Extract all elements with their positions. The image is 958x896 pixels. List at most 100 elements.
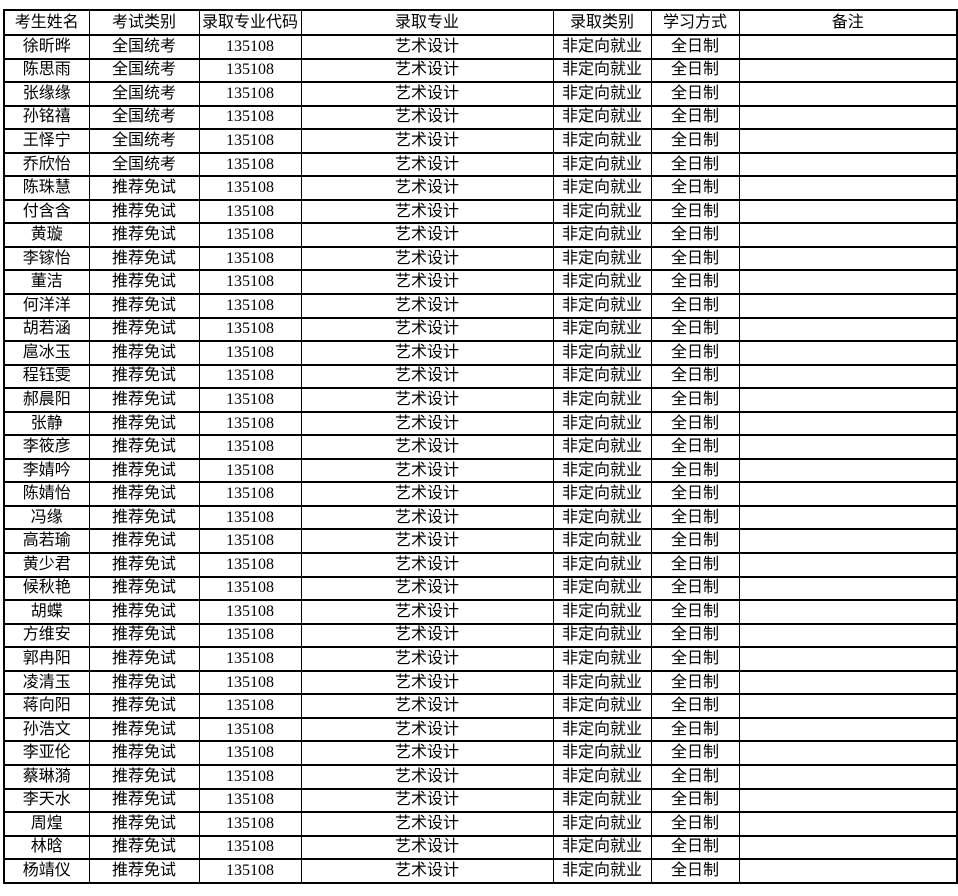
cell-remarks [738, 363, 958, 390]
cell-candidate-name: 候秋艳 [3, 575, 90, 602]
cell-exam-type: 推荐免试 [88, 646, 200, 672]
cell-candidate-name: 凌清玉 [3, 669, 90, 696]
cell-exam-type: 推荐免试 [88, 340, 200, 366]
table-row: 李亚伦 推荐免试 135108 艺术设计 非定向就业 全日制 [3, 740, 958, 766]
cell-study-mode: 全日制 [650, 363, 740, 390]
cell-remarks [738, 434, 958, 460]
cell-major-code: 135108 [198, 198, 302, 225]
cell-remarks [738, 151, 958, 178]
table-row: 林晗 推荐免试 135108 艺术设计 非定向就业 全日制 [3, 834, 958, 861]
cell-candidate-name: 李亚伦 [3, 740, 90, 766]
cell-admission-category: 非定向就业 [552, 528, 652, 555]
cell-major-name: 艺术设计 [300, 622, 554, 649]
table-row: 何洋洋 推荐免试 135108 艺术设计 非定向就业 全日制 [3, 293, 958, 319]
cell-exam-type: 推荐免试 [88, 622, 200, 649]
cell-admission-category: 非定向就业 [552, 410, 652, 437]
table-row: 蒋向阳 推荐免试 135108 艺术设计 非定向就业 全日制 [3, 693, 958, 719]
cell-candidate-name: 胡蝶 [3, 599, 90, 625]
cell-study-mode: 全日制 [650, 504, 740, 531]
cell-major-code: 135108 [198, 763, 302, 790]
table-row: 凌清玉 推荐免试 135108 艺术设计 非定向就业 全日制 [3, 669, 958, 696]
cell-candidate-name: 高若瑜 [3, 528, 90, 555]
table-row: 蔡琳漪 推荐免试 135108 艺术设计 非定向就业 全日制 [3, 763, 958, 790]
cell-major-name: 艺术设计 [300, 599, 554, 625]
cell-exam-type: 推荐免试 [88, 858, 200, 884]
cell-study-mode: 全日制 [650, 811, 740, 837]
cell-admission-category: 非定向就业 [552, 716, 652, 743]
cell-major-code: 135108 [198, 104, 302, 131]
cell-admission-category: 非定向就业 [552, 269, 652, 295]
table-row: 候秋艳 推荐免试 135108 艺术设计 非定向就业 全日制 [3, 575, 958, 602]
cell-exam-type: 推荐免试 [88, 528, 200, 555]
cell-major-code: 135108 [198, 434, 302, 460]
cell-study-mode: 全日制 [650, 763, 740, 790]
cell-major-name: 艺术设计 [300, 57, 554, 84]
cell-candidate-name: 张静 [3, 410, 90, 437]
cell-major-code: 135108 [198, 316, 302, 343]
cell-remarks [738, 528, 958, 555]
cell-major-code: 135108 [198, 457, 302, 484]
cell-major-code: 135108 [198, 504, 302, 531]
table-row: 陈婧怡 推荐免试 135108 艺术设计 非定向就业 全日制 [3, 481, 958, 507]
cell-major-code: 135108 [198, 716, 302, 743]
cell-major-code: 135108 [198, 834, 302, 861]
cell-exam-type: 推荐免试 [88, 552, 200, 578]
cell-candidate-name: 李镓怡 [3, 245, 90, 272]
cell-major-code: 135108 [198, 646, 302, 672]
cell-candidate-name: 杨靖仪 [3, 858, 90, 884]
cell-remarks [738, 128, 958, 154]
cell-major-code: 135108 [198, 81, 302, 107]
cell-study-mode: 全日制 [650, 34, 740, 60]
cell-remarks [738, 269, 958, 295]
cell-major-code: 135108 [198, 245, 302, 272]
table-row: 郭冉阳 推荐免试 135108 艺术设计 非定向就业 全日制 [3, 646, 958, 672]
cell-major-code: 135108 [198, 787, 302, 814]
cell-remarks [738, 410, 958, 437]
cell-exam-type: 推荐免试 [88, 693, 200, 719]
cell-major-code: 135108 [198, 811, 302, 837]
cell-admission-category: 非定向就业 [552, 622, 652, 649]
cell-major-name: 艺术设计 [300, 763, 554, 790]
cell-major-name: 艺术设计 [300, 481, 554, 507]
cell-major-code: 135108 [198, 151, 302, 178]
cell-exam-type: 推荐免试 [88, 740, 200, 766]
cell-remarks [738, 481, 958, 507]
cell-major-name: 艺术设计 [300, 151, 554, 178]
cell-remarks [738, 646, 958, 672]
cell-major-name: 艺术设计 [300, 434, 554, 460]
cell-candidate-name: 陈思雨 [3, 57, 90, 84]
cell-study-mode: 全日制 [650, 151, 740, 178]
cell-major-code: 135108 [198, 34, 302, 60]
cell-admission-category: 非定向就业 [552, 175, 652, 201]
cell-admission-category: 非定向就业 [552, 834, 652, 861]
cell-candidate-name: 李天水 [3, 787, 90, 814]
cell-major-name: 艺术设计 [300, 363, 554, 390]
cell-major-name: 艺术设计 [300, 646, 554, 672]
cell-major-name: 艺术设计 [300, 410, 554, 437]
cell-study-mode: 全日制 [650, 716, 740, 743]
cell-study-mode: 全日制 [650, 293, 740, 319]
cell-admission-category: 非定向就业 [552, 575, 652, 602]
cell-admission-category: 非定向就业 [552, 57, 652, 84]
cell-major-name: 艺术设计 [300, 858, 554, 884]
cell-admission-category: 非定向就业 [552, 740, 652, 766]
column-header-study-mode: 学习方式 [650, 9, 740, 36]
admission-results-table: 考生姓名 考试类别 录取专业代码 录取专业 录取类别 学习方式 备注 徐昕晔 全国… [3, 9, 958, 884]
cell-study-mode: 全日制 [650, 669, 740, 696]
cell-major-name: 艺术设计 [300, 34, 554, 60]
cell-major-name: 艺术设计 [300, 693, 554, 719]
cell-exam-type: 全国统考 [88, 81, 200, 107]
cell-exam-type: 推荐免试 [88, 269, 200, 295]
cell-major-name: 艺术设计 [300, 198, 554, 225]
cell-exam-type: 推荐免试 [88, 787, 200, 814]
table-row: 高若瑜 推荐免试 135108 艺术设计 非定向就业 全日制 [3, 528, 958, 555]
cell-study-mode: 全日制 [650, 175, 740, 201]
table-row: 李镓怡 推荐免试 135108 艺术设计 非定向就业 全日制 [3, 245, 958, 272]
cell-exam-type: 推荐免试 [88, 222, 200, 248]
cell-candidate-name: 蒋向阳 [3, 693, 90, 719]
cell-remarks [738, 245, 958, 272]
cell-candidate-name: 董洁 [3, 269, 90, 295]
table-row: 胡若涵 推荐免试 135108 艺术设计 非定向就业 全日制 [3, 316, 958, 343]
table-row: 张缘缘 全国统考 135108 艺术设计 非定向就业 全日制 [3, 81, 958, 107]
cell-study-mode: 全日制 [650, 622, 740, 649]
